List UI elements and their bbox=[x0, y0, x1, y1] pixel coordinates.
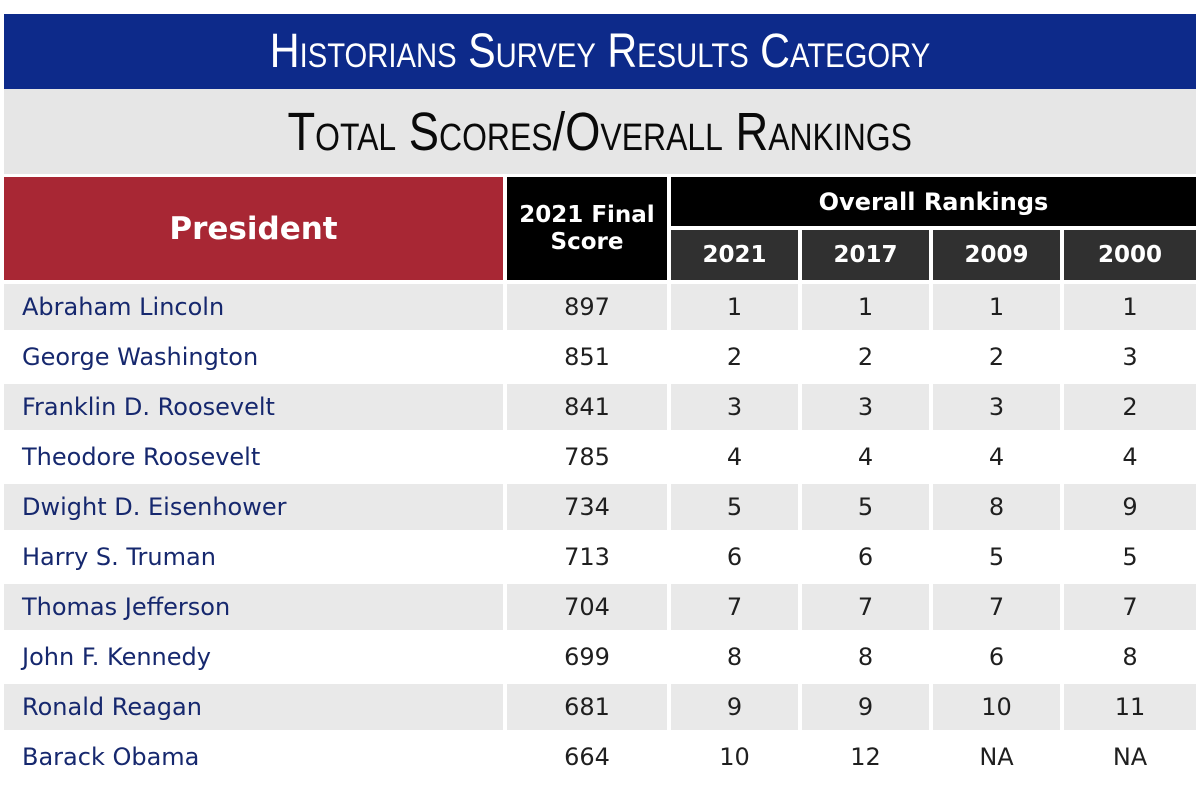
final-score-cell: 734 bbox=[507, 484, 667, 530]
page-title: Historians Survey Results Category bbox=[269, 25, 931, 78]
rank-2021-cell: 3 bbox=[671, 384, 798, 430]
rank-2017-cell: 9 bbox=[802, 684, 929, 730]
rank-2017-cell: 3 bbox=[802, 384, 929, 430]
final-score-cell: 713 bbox=[564, 543, 610, 571]
table-row: Barack Obama 664 10 12 NA NA bbox=[4, 734, 1196, 780]
rank-2021-cell: 4 bbox=[726, 443, 743, 471]
year-header-2000: 2000 bbox=[1064, 230, 1196, 280]
table-row: John F. Kennedy 699 8 8 6 8 bbox=[4, 634, 1196, 680]
rank-2021-cell: 2 bbox=[726, 343, 743, 371]
final-score-cell: 897 bbox=[507, 284, 667, 330]
rank-2021-cell: 1 bbox=[671, 284, 798, 330]
president-name-cell: Theodore Roosevelt bbox=[22, 443, 261, 471]
year-header-2021: 2021 bbox=[671, 230, 798, 280]
president-name-cell: Franklin D. Roosevelt bbox=[4, 384, 503, 430]
title-banner: Historians Survey Results Category bbox=[4, 14, 1196, 89]
rank-2000-cell: 4 bbox=[1122, 443, 1138, 471]
table-row: Abraham Lincoln 897 1 1 1 1 bbox=[4, 284, 1196, 330]
president-name-cell: Ronald Reagan bbox=[4, 684, 503, 730]
president-name-cell: George Washington bbox=[22, 343, 259, 371]
rank-2017-cell: 1 bbox=[802, 284, 929, 330]
rank-2021-cell: 10 bbox=[719, 743, 750, 771]
rank-2000-cell: 3 bbox=[1122, 343, 1138, 371]
page-subtitle: Total Scores/Overall Rankings bbox=[287, 101, 913, 162]
rank-2009-cell: 8 bbox=[933, 484, 1060, 530]
table-row: Theodore Roosevelt 785 4 4 4 4 bbox=[4, 434, 1196, 480]
rank-2009-cell: NA bbox=[979, 743, 1014, 771]
rank-2017-cell: 2 bbox=[857, 343, 874, 371]
rank-2017-cell: 8 bbox=[857, 643, 874, 671]
final-score-cell: 699 bbox=[564, 643, 610, 671]
table-row: Thomas Jefferson 704 7 7 7 7 bbox=[4, 584, 1196, 630]
rank-2000-cell: 5 bbox=[1122, 543, 1138, 571]
rank-2009-cell: 3 bbox=[933, 384, 1060, 430]
rank-2021-cell: 6 bbox=[726, 543, 743, 571]
rank-2021-cell: 7 bbox=[671, 584, 798, 630]
score-header-line1: 2021 Final bbox=[519, 201, 655, 228]
rank-2009-cell: 2 bbox=[988, 343, 1005, 371]
rank-2000-cell: NA bbox=[1112, 743, 1148, 771]
rank-2017-cell: 4 bbox=[857, 443, 874, 471]
table-row: George Washington 851 2 2 2 3 bbox=[4, 334, 1196, 380]
year-header-2017: 2017 bbox=[802, 230, 929, 280]
score-column-header: 2021 Final Score bbox=[507, 177, 667, 280]
president-name-cell: Dwight D. Eisenhower bbox=[4, 484, 503, 530]
year-header-2009: 2009 bbox=[933, 230, 1060, 280]
final-score-cell: 704 bbox=[507, 584, 667, 630]
rank-2017-cell: 5 bbox=[802, 484, 929, 530]
rank-2009-cell: 1 bbox=[933, 284, 1060, 330]
rank-2000-cell: 11 bbox=[1064, 684, 1196, 730]
table-row: Ronald Reagan 681 9 9 10 11 bbox=[4, 684, 1196, 730]
final-score-cell: 841 bbox=[507, 384, 667, 430]
rank-2017-cell: 7 bbox=[802, 584, 929, 630]
president-name-cell: Barack Obama bbox=[22, 743, 200, 771]
table-row: Harry S. Truman 713 6 6 5 5 bbox=[4, 534, 1196, 580]
rank-2000-cell: 8 bbox=[1122, 643, 1138, 671]
rank-2009-cell: 6 bbox=[988, 643, 1005, 671]
president-name-cell: John F. Kennedy bbox=[22, 643, 211, 671]
final-score-cell: 681 bbox=[507, 684, 667, 730]
president-name-cell: Abraham Lincoln bbox=[4, 284, 503, 330]
rank-2009-cell: 4 bbox=[988, 443, 1005, 471]
rank-2009-cell: 5 bbox=[988, 543, 1005, 571]
rank-2000-cell: 7 bbox=[1064, 584, 1196, 630]
rank-2000-cell: 9 bbox=[1064, 484, 1196, 530]
overall-rankings-header: Overall Rankings bbox=[671, 177, 1196, 226]
rank-2017-cell: 12 bbox=[850, 743, 881, 771]
table-row: Dwight D. Eisenhower 734 5 5 8 9 bbox=[4, 484, 1196, 530]
rank-2000-cell: 1 bbox=[1064, 284, 1196, 330]
score-header-line2: Score bbox=[550, 228, 624, 255]
rank-2017-cell: 6 bbox=[857, 543, 874, 571]
final-score-cell: 851 bbox=[564, 343, 610, 371]
final-score-cell: 785 bbox=[564, 443, 610, 471]
final-score-cell: 664 bbox=[564, 743, 610, 771]
table-row: Franklin D. Roosevelt 841 3 3 3 2 bbox=[4, 384, 1196, 430]
rank-2000-cell: 2 bbox=[1064, 384, 1196, 430]
rank-2009-cell: 7 bbox=[933, 584, 1060, 630]
president-column-header: President bbox=[4, 177, 503, 280]
president-name-cell: Harry S. Truman bbox=[22, 543, 216, 571]
subtitle-band: Total Scores/Overall Rankings bbox=[4, 89, 1196, 174]
rank-2009-cell: 10 bbox=[933, 684, 1060, 730]
president-name-cell: Thomas Jefferson bbox=[4, 584, 503, 630]
rank-2021-cell: 9 bbox=[671, 684, 798, 730]
rank-2021-cell: 8 bbox=[726, 643, 743, 671]
rank-2021-cell: 5 bbox=[671, 484, 798, 530]
